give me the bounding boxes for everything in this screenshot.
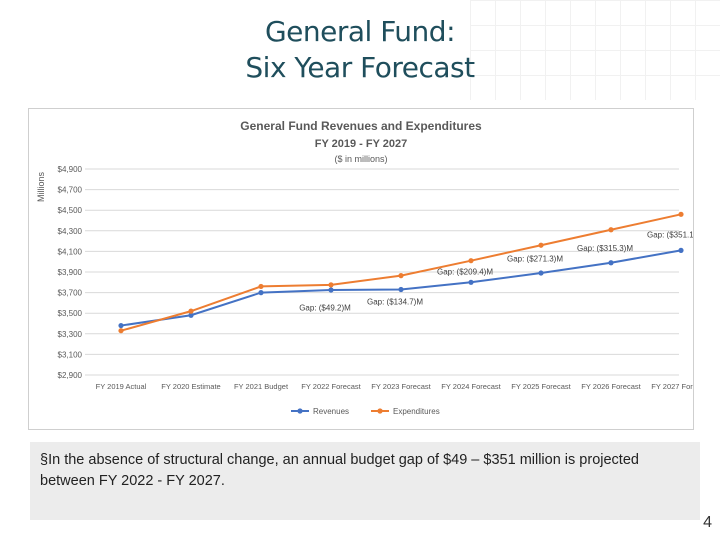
expenditures-point bbox=[328, 282, 334, 288]
expenditures-point bbox=[258, 283, 264, 290]
y-tick-label: $3,500 bbox=[58, 309, 83, 318]
revenues-point bbox=[328, 287, 334, 293]
y-tick-label: $4,100 bbox=[58, 247, 83, 256]
expenditures-point bbox=[398, 273, 404, 279]
chart-title: General Fund Revenues and Expenditures bbox=[240, 119, 482, 133]
revenues-point bbox=[538, 270, 544, 276]
x-tick-label: FY 2023 Forecast bbox=[371, 382, 431, 391]
expenditures-point bbox=[468, 258, 474, 264]
x-tick-label: FY 2020 Estimate bbox=[161, 382, 220, 391]
x-tick-label: FY 2022 Forecast bbox=[301, 382, 361, 391]
gap-annotation: Gap: ($351.1)M bbox=[647, 230, 693, 239]
expenditures-point bbox=[678, 211, 684, 217]
legend-expenditures-marker bbox=[377, 408, 383, 414]
expenditures-point bbox=[118, 328, 124, 334]
gap-annotation: Gap: ($271.3)M bbox=[507, 255, 563, 264]
revenues-point bbox=[608, 260, 614, 266]
legend-revenues-marker bbox=[297, 408, 303, 414]
x-tick-label: FY 2024 Forecast bbox=[441, 382, 501, 391]
expenditures-point bbox=[538, 242, 544, 248]
expenditures-point bbox=[608, 227, 614, 233]
y-tick-label: $3,700 bbox=[58, 289, 83, 298]
bullet-box: §In the absence of structural change, an… bbox=[30, 442, 700, 520]
decorative-grid-pattern bbox=[470, 0, 720, 100]
chart-frame: General Fund Revenues and Expenditures FY… bbox=[28, 108, 694, 430]
page-number: 4 bbox=[703, 514, 712, 531]
revenues-point bbox=[258, 290, 264, 296]
y-tick-label: $4,900 bbox=[58, 165, 83, 174]
x-tick-label: FY 2021 Budget bbox=[234, 382, 289, 391]
y-axis-title: Millions bbox=[36, 172, 46, 203]
bullet-text: In the absence of structural change, an … bbox=[40, 452, 639, 489]
slide-title: General Fund: Six Year Forecast bbox=[0, 14, 720, 86]
y-tick-label: $3,900 bbox=[58, 268, 83, 277]
gap-annotation: Gap: ($315.3)M bbox=[577, 244, 633, 253]
x-tick-label: FY 2019 Actual bbox=[96, 382, 147, 391]
y-tick-label: $4,300 bbox=[58, 227, 83, 236]
revenues-point bbox=[188, 312, 194, 318]
legend-revenues-label: Revenues bbox=[313, 407, 349, 416]
gap-annotation: Gap: ($134.7)M bbox=[367, 297, 423, 306]
y-tick-label: $3,100 bbox=[58, 350, 83, 359]
x-tick-label: FY 2025 Forecast bbox=[511, 382, 571, 391]
y-tick-label: $3,300 bbox=[58, 330, 83, 339]
revenues-point bbox=[468, 279, 474, 285]
y-tick-label: $4,700 bbox=[58, 186, 83, 195]
x-tick-label: FY 2026 Forecast bbox=[581, 382, 641, 391]
slide-title-line-1: General Fund: bbox=[264, 15, 456, 48]
chart-subtitle: FY 2019 - FY 2027 bbox=[315, 138, 408, 150]
slide-title-line-2: Six Year Forecast bbox=[245, 51, 475, 84]
gap-annotation: Gap: ($49.2)M bbox=[299, 304, 351, 313]
revenues-point bbox=[118, 322, 124, 329]
line-chart: General Fund Revenues and Expenditures FY… bbox=[36, 119, 693, 416]
x-tick-label: FY 2027 Forecast bbox=[651, 382, 693, 391]
y-tick-label: $2,900 bbox=[58, 371, 83, 380]
bullet-point: §In the absence of structural change, an… bbox=[40, 450, 690, 492]
legend-expenditures-label: Expenditures bbox=[393, 407, 440, 416]
revenues-point bbox=[678, 247, 684, 253]
y-tick-label: $4,500 bbox=[58, 206, 83, 215]
revenues-point bbox=[398, 286, 404, 293]
chart-subtitle-units: ($ in millions) bbox=[334, 154, 387, 164]
bullet-marker: § bbox=[40, 452, 49, 468]
gap-annotation: Gap: ($209.4)M bbox=[437, 268, 493, 277]
expenditures-point bbox=[188, 308, 194, 314]
